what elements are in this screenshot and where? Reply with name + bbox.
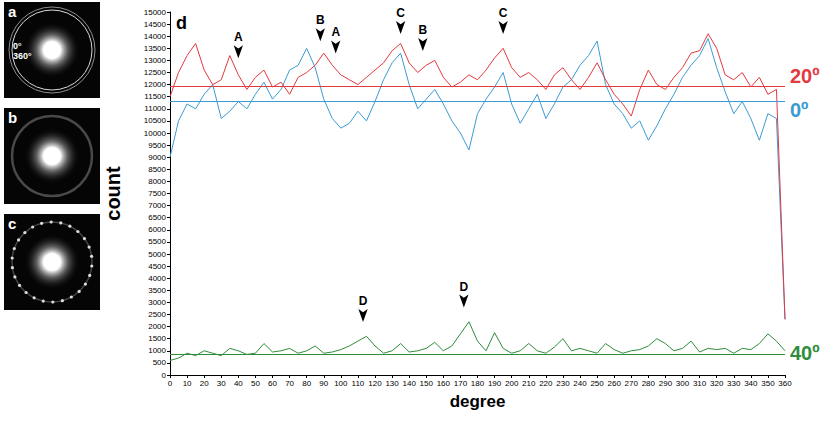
svg-text:500: 500: [153, 358, 167, 367]
svg-text:270: 270: [625, 379, 639, 388]
svg-text:130: 130: [385, 379, 399, 388]
svg-text:20º: 20º: [790, 65, 820, 87]
svg-text:120: 120: [368, 379, 382, 388]
svg-text:7500: 7500: [148, 189, 166, 198]
svg-text:2000: 2000: [148, 322, 166, 331]
svg-text:B: B: [316, 13, 325, 27]
svg-text:15000: 15000: [144, 8, 167, 17]
svg-text:160: 160: [437, 379, 451, 388]
svg-text:220: 220: [539, 379, 553, 388]
svg-text:12000: 12000: [144, 80, 167, 89]
svg-text:0°: 0°: [13, 41, 22, 51]
svg-text:80: 80: [302, 379, 311, 388]
svg-text:230: 230: [556, 379, 570, 388]
svg-text:300: 300: [676, 379, 690, 388]
svg-text:13500: 13500: [144, 44, 167, 53]
svg-text:110: 110: [352, 379, 365, 388]
svg-text:250: 250: [590, 379, 604, 388]
svg-text:50: 50: [251, 379, 260, 388]
svg-text:14000: 14000: [144, 32, 167, 41]
svg-text:60: 60: [268, 379, 277, 388]
svg-text:C: C: [396, 6, 405, 20]
svg-text:200: 200: [505, 379, 519, 388]
svg-text:5500: 5500: [148, 237, 166, 246]
svg-text:12500: 12500: [144, 68, 167, 77]
svg-text:280: 280: [642, 379, 656, 388]
svg-text:5000: 5000: [148, 250, 166, 259]
svg-text:3000: 3000: [148, 298, 166, 307]
svg-text:D: D: [359, 294, 368, 308]
svg-text:180: 180: [471, 379, 485, 388]
svg-text:360°: 360°: [13, 51, 32, 61]
svg-text:100: 100: [334, 379, 348, 388]
svg-text:30: 30: [217, 379, 226, 388]
svg-text:d: d: [176, 13, 187, 33]
svg-text:290: 290: [659, 379, 673, 388]
svg-text:260: 260: [607, 379, 621, 388]
svg-text:c: c: [8, 215, 16, 232]
svg-text:170: 170: [454, 379, 468, 388]
svg-text:10500: 10500: [144, 116, 167, 125]
svg-text:1500: 1500: [148, 334, 166, 343]
svg-text:8000: 8000: [148, 177, 166, 186]
svg-text:6000: 6000: [148, 225, 166, 234]
svg-text:1000: 1000: [148, 346, 166, 355]
svg-text:330: 330: [727, 379, 741, 388]
svg-text:B: B: [418, 23, 427, 37]
svg-text:D: D: [459, 280, 468, 294]
svg-text:4000: 4000: [148, 274, 166, 283]
svg-text:b: b: [8, 109, 17, 126]
svg-text:C: C: [499, 6, 508, 20]
svg-text:150: 150: [420, 379, 434, 388]
svg-text:210: 210: [522, 379, 536, 388]
svg-text:0: 0: [168, 379, 173, 388]
svg-text:9000: 9000: [148, 153, 166, 162]
svg-text:240: 240: [573, 379, 587, 388]
svg-text:20: 20: [200, 379, 209, 388]
svg-text:a: a: [8, 3, 17, 20]
svg-text:3500: 3500: [148, 286, 166, 295]
svg-text:0º: 0º: [790, 99, 808, 121]
svg-text:70: 70: [285, 379, 294, 388]
svg-text:11500: 11500: [144, 92, 166, 101]
svg-text:9500: 9500: [148, 141, 166, 150]
svg-text:8500: 8500: [148, 165, 166, 174]
svg-text:360: 360: [778, 379, 792, 388]
svg-text:count: count: [102, 166, 124, 221]
svg-text:2500: 2500: [148, 310, 166, 319]
svg-text:A: A: [234, 30, 243, 44]
svg-text:10000: 10000: [144, 129, 167, 138]
svg-text:340: 340: [744, 379, 758, 388]
svg-text:140: 140: [402, 379, 416, 388]
svg-text:350: 350: [761, 379, 775, 388]
svg-text:7000: 7000: [148, 201, 166, 210]
svg-text:11000: 11000: [144, 104, 166, 113]
svg-text:320: 320: [710, 379, 724, 388]
svg-text:14500: 14500: [144, 20, 167, 29]
svg-text:13000: 13000: [144, 56, 167, 65]
svg-text:4500: 4500: [148, 262, 166, 271]
svg-text:A: A: [331, 25, 340, 39]
svg-text:degree: degree: [450, 392, 506, 411]
svg-text:10: 10: [183, 379, 192, 388]
svg-text:190: 190: [488, 379, 502, 388]
svg-text:310: 310: [693, 379, 707, 388]
svg-text:40: 40: [234, 379, 243, 388]
svg-text:0: 0: [162, 371, 167, 380]
svg-text:90: 90: [319, 379, 328, 388]
svg-text:6500: 6500: [148, 213, 166, 222]
svg-text:40º: 40º: [790, 342, 820, 364]
